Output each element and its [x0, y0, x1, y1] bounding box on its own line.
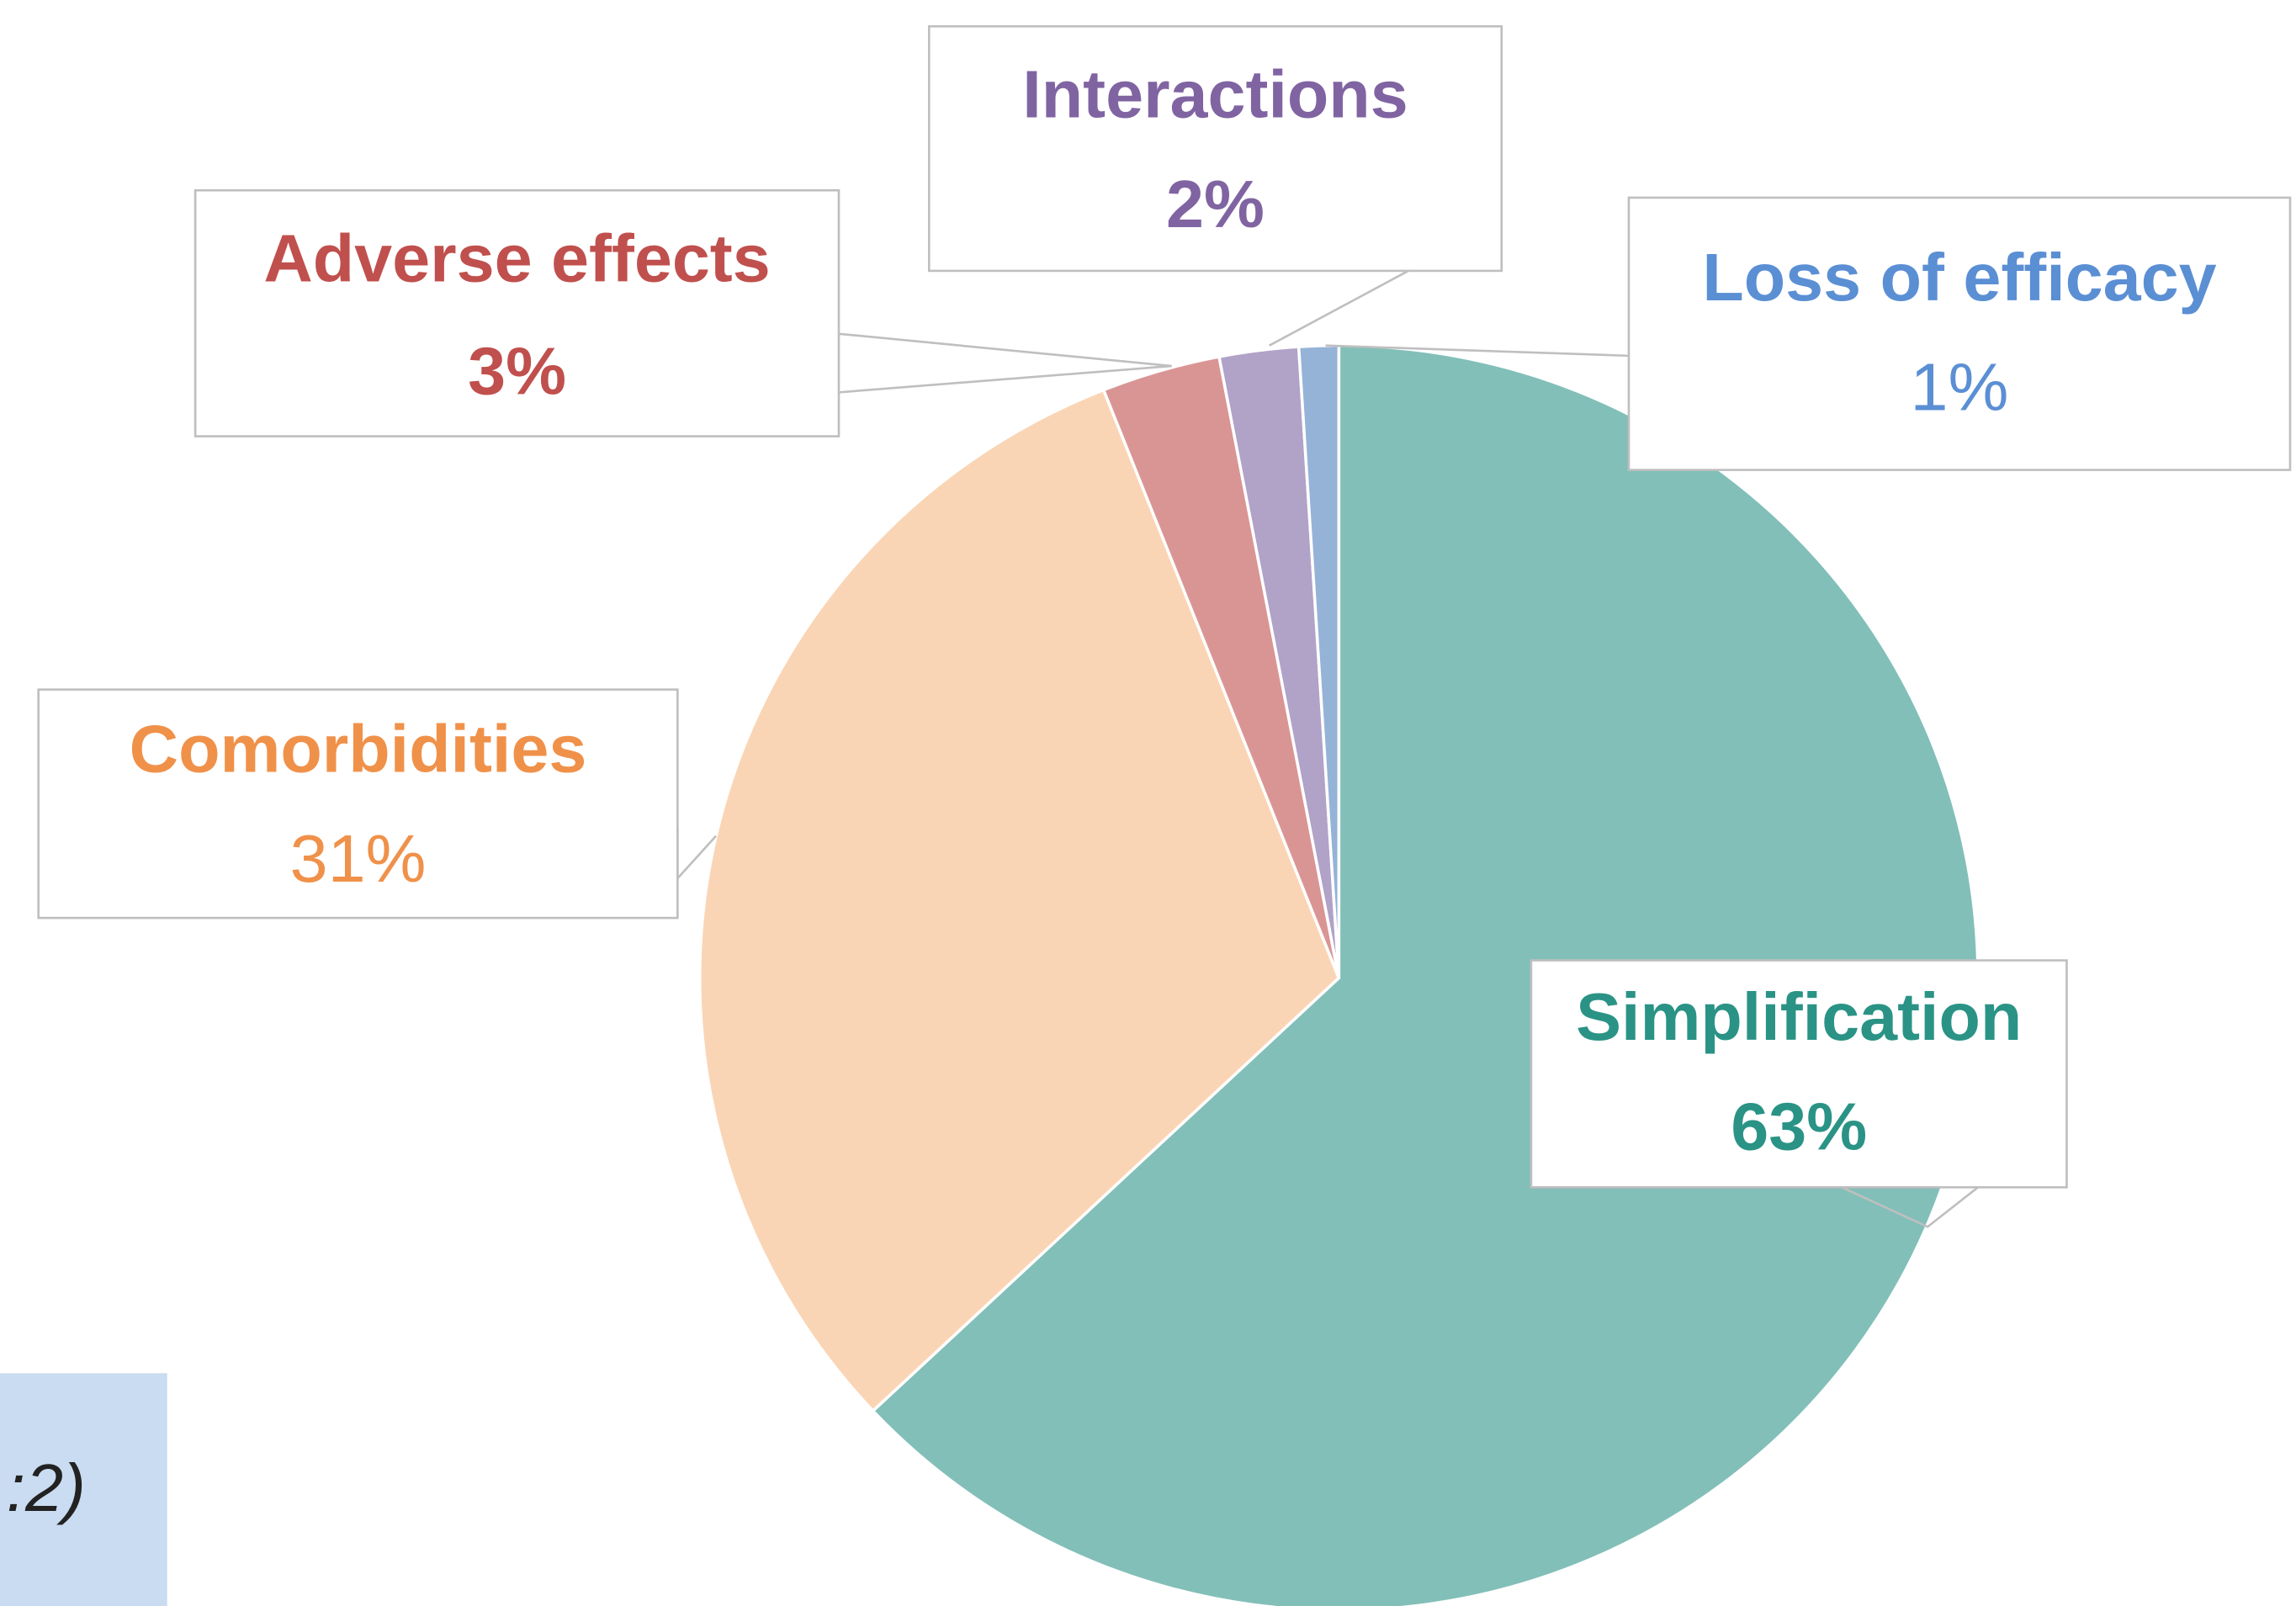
value-label: 63%	[1731, 1089, 1867, 1165]
label-box	[37, 688, 679, 920]
leader-line	[1841, 1186, 1979, 1228]
annotation-box	[0, 1373, 167, 1606]
value-label: 3%	[468, 334, 566, 410]
label-box	[1627, 196, 2292, 471]
pie-slice	[697, 388, 1341, 1413]
leader-line	[1269, 269, 1409, 347]
slice-label: Comorbidities	[130, 712, 587, 787]
annotation: :2)	[7, 1451, 86, 1527]
value-label: 31%	[290, 821, 427, 897]
value-label: 2%	[1166, 167, 1265, 242]
slice-label: Loss of efficacy	[1702, 240, 2216, 315]
leader-line	[838, 332, 1172, 394]
leader-line	[1325, 344, 1630, 358]
slice-label: Adverse effects	[263, 221, 770, 297]
label-box	[1530, 959, 2068, 1189]
slice-label: Interactions	[1022, 57, 1408, 133]
label-box	[194, 188, 840, 437]
value-label: 1%	[1911, 350, 2009, 426]
slice-label: Simplification	[1576, 979, 2022, 1055]
label-box	[927, 25, 1503, 273]
